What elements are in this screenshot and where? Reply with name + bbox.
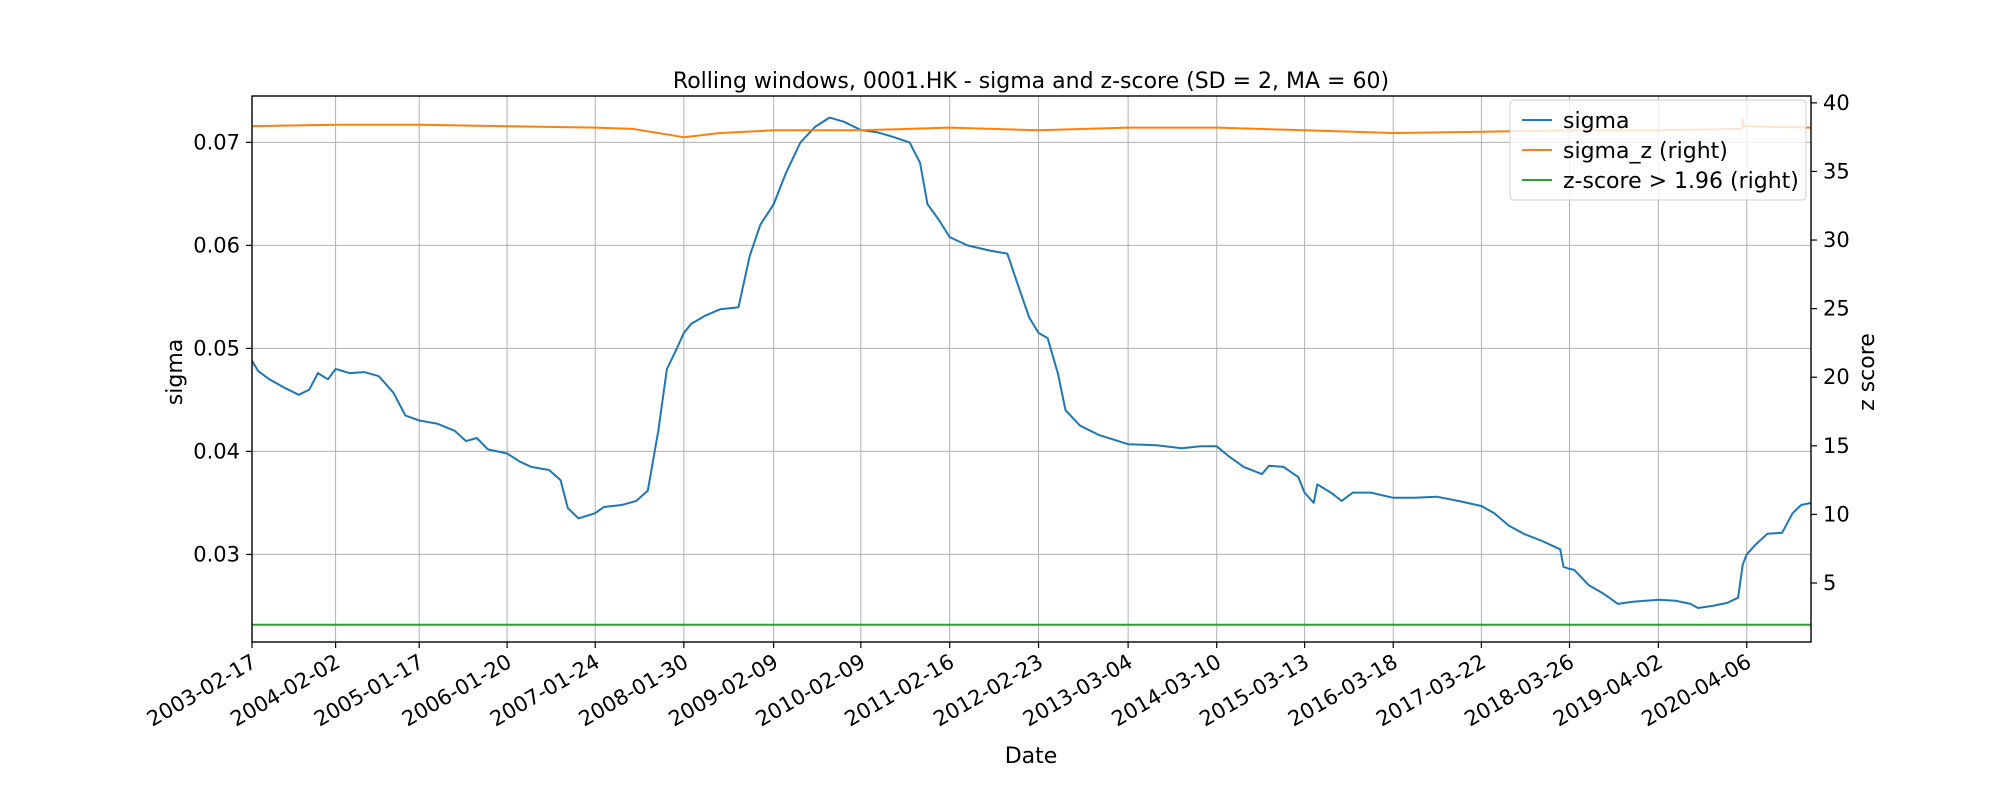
- plot-frame: [251, 95, 1812, 643]
- y2-tick-label: 20: [1823, 365, 1850, 389]
- y-tick-label: 0.03: [193, 542, 240, 566]
- legend: sigma sigma_z (right) z-score > 1.96 (righ…: [1509, 99, 1807, 201]
- y-tick-label: 0.05: [193, 336, 240, 360]
- y-tick-label: 0.06: [193, 233, 240, 257]
- legend-label-2: z-score > 1.96 (right): [1563, 169, 1799, 194]
- y2-tick-label: 25: [1823, 297, 1850, 321]
- legend-label-1: sigma_z (right): [1563, 139, 1728, 164]
- y2-tick-label: 40: [1823, 91, 1850, 115]
- chart-title: Rolling windows, 0001.HK - sigma and z-s…: [673, 69, 1389, 94]
- y-tick-label: 0.04: [193, 439, 240, 463]
- y2-tick-label: 15: [1823, 434, 1850, 458]
- legend-label-0: sigma: [1563, 109, 1629, 134]
- y-axis-label: sigma: [163, 339, 188, 405]
- y2-tick-label: 5: [1823, 571, 1836, 595]
- grid-layer: [251, 96, 1811, 642]
- y2-tick-label: 35: [1823, 159, 1850, 183]
- y2-tick-label: 30: [1823, 228, 1850, 252]
- y-tick-label: 0.07: [193, 130, 240, 154]
- y2-axis-label: z score: [1855, 333, 1880, 411]
- x-axis-label: Date: [1005, 744, 1058, 769]
- legend-box: [1509, 99, 1807, 201]
- y2-tick-label: 10: [1823, 502, 1850, 526]
- series-line-0: [251, 116, 1812, 609]
